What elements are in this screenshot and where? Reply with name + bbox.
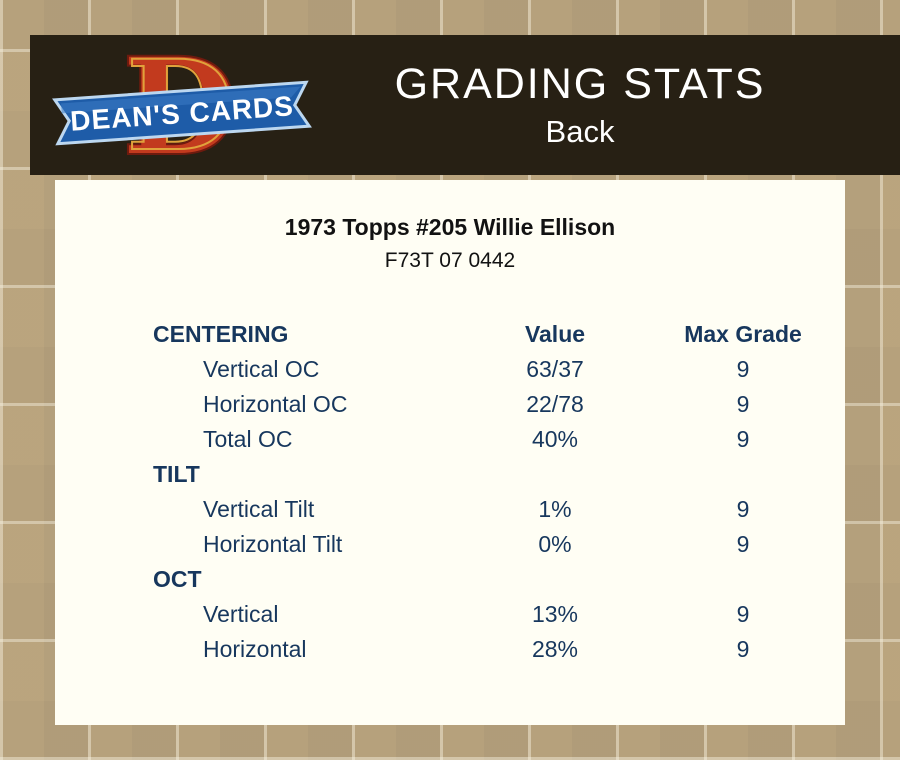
- page-title: GRADING STATS: [394, 60, 766, 109]
- stat-row-max-grade: 9: [736, 391, 750, 417]
- page-subtitle: Back: [545, 113, 615, 149]
- grading-stats-table: CENTERING Value Max Grade Vertical OC 63/37 9…: [153, 317, 845, 667]
- card-title: 1973 Topps #205 Willie Ellison: [284, 214, 616, 240]
- stat-row-value: 0%: [538, 531, 572, 557]
- grading-stats-panel: 1973 Topps #205 Willie Ellison F73T 07 0…: [55, 180, 845, 725]
- stat-row-label: Horizontal OC: [203, 391, 348, 417]
- deans-cards-logo-graphic: D D DEAN'S CARDS: [52, 28, 312, 187]
- stat-row-max-grade: 9: [736, 601, 750, 627]
- section-header-tilt: TILT: [153, 461, 200, 487]
- stat-row-max-grade: 9: [736, 531, 750, 557]
- spacer-cell: [645, 457, 841, 492]
- spacer-cell: [465, 457, 645, 492]
- card-serial-code: F73T 07 0442: [384, 249, 516, 272]
- stat-row-max-grade: 9: [736, 496, 750, 522]
- stat-row-label: Horizontal Tilt: [203, 531, 343, 557]
- stat-row-max-grade: 9: [736, 356, 750, 382]
- logo-banner: DEAN'S CARDS: [52, 80, 312, 146]
- spacer-cell: [465, 562, 645, 597]
- column-header-max-grade: Max Grade: [684, 321, 802, 347]
- stat-row-label: Horizontal: [203, 636, 307, 662]
- stat-row-max-grade: 9: [736, 426, 750, 452]
- stat-row-label: Total OC: [203, 426, 293, 452]
- stat-row-label: Vertical OC: [203, 356, 320, 382]
- header-text-block: GRADING STATS Back: [285, 60, 875, 149]
- stat-row-value: 28%: [531, 636, 579, 662]
- section-header-oct: OCT: [153, 566, 202, 592]
- stat-row-value: 40%: [531, 426, 579, 452]
- stat-row-label: Vertical: [203, 601, 279, 627]
- column-header-value: Value: [524, 321, 586, 347]
- spacer-cell: [645, 562, 841, 597]
- stat-row-max-grade: 9: [736, 636, 750, 662]
- section-header-centering: CENTERING: [153, 321, 289, 347]
- stat-row-value: 63/37: [526, 356, 584, 382]
- stat-row-value: 22/78: [526, 391, 584, 417]
- header-bar: D D DEAN'S CARDS GRADING STATS Back: [30, 28, 900, 187]
- deans-cards-logo: D D DEAN'S CARDS: [52, 28, 312, 187]
- logo-banner-highlight: [61, 86, 301, 114]
- stat-row-label: Vertical Tilt: [203, 496, 315, 522]
- stat-row-value: 1%: [538, 496, 572, 522]
- stat-row-value: 13%: [531, 601, 579, 627]
